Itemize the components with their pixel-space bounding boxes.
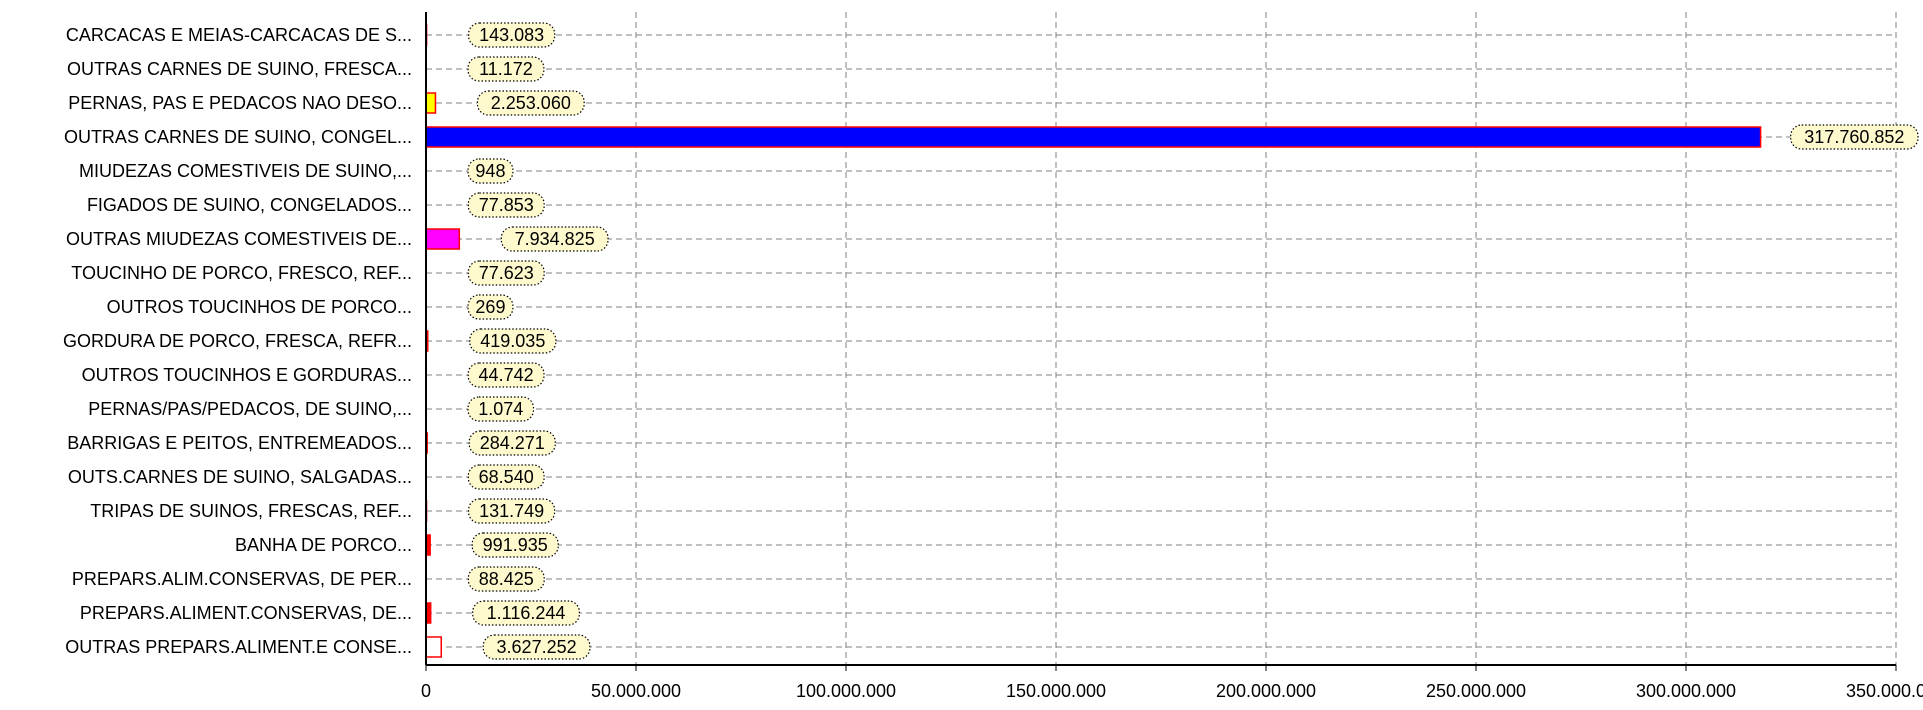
- category-labels: CARCACAS E MEIAS-CARCACAS DE S... OUTRAS …: [63, 25, 412, 657]
- data-label: 143.083: [479, 25, 544, 45]
- data-label: 7.934.825: [515, 229, 595, 249]
- data-label-box: [500, 226, 609, 252]
- data-label-box: [471, 532, 559, 558]
- data-label-box: [467, 192, 545, 218]
- data-label: 419.035: [480, 331, 545, 351]
- data-label: 1.074: [478, 399, 523, 419]
- category-label: PREPARS.ALIMENT.CONSERVAS, DE...: [80, 603, 412, 623]
- data-labels: 143.083 11.172 2.253.060 317.760.852 948 77.8…: [467, 22, 1919, 660]
- x-tick-label: 0: [421, 681, 431, 701]
- category-label: PERNAS/PAS/PEDACOS, DE SUINO,...: [88, 399, 412, 419]
- data-label-box: [467, 294, 514, 320]
- data-label-box: [467, 566, 545, 592]
- bar: [425, 636, 442, 658]
- data-label-box: [467, 362, 545, 388]
- category-label: OUTRAS CARNES DE SUINO, FRESCA...: [67, 59, 412, 79]
- data-label-box: [482, 634, 591, 660]
- category-label: BANHA DE PORCO...: [235, 535, 412, 555]
- bar: [425, 126, 1762, 148]
- data-label-box: [467, 260, 545, 286]
- data-label-box: [467, 158, 514, 184]
- data-label: 77.623: [479, 263, 534, 283]
- x-tick-label: 200.000.000: [1216, 681, 1316, 701]
- data-label: 77.853: [479, 195, 534, 215]
- data-label-box: [467, 464, 545, 490]
- data-label-box: [476, 90, 585, 116]
- x-tick-label: 300.000.000: [1636, 681, 1736, 701]
- category-label: CARCACAS E MEIAS-CARCACAS DE S...: [66, 25, 412, 45]
- data-label: 317.760.852: [1804, 127, 1904, 147]
- category-label: TRIPAS DE SUINOS, FRESCAS, REF...: [90, 501, 412, 521]
- data-label: 284.271: [480, 433, 545, 453]
- data-label-box: [467, 396, 535, 422]
- axes: [425, 12, 1896, 666]
- category-label: OUTROS TOUCINHOS DE PORCO...: [107, 297, 412, 317]
- data-label-box: [467, 498, 556, 524]
- data-label: 269: [475, 297, 505, 317]
- x-tick-label: 250.000.000: [1426, 681, 1526, 701]
- data-label: 131.749: [479, 501, 544, 521]
- data-label: 44.742: [479, 365, 534, 385]
- data-label: 2.253.060: [491, 93, 571, 113]
- x-tick-labels: 0 50.000.000 100.000.000 150.000.000 200.000…: [421, 681, 1923, 701]
- data-label: 11.172: [479, 59, 533, 79]
- data-label: 991.935: [483, 535, 548, 555]
- category-label: OUTS.CARNES DE SUINO, SALGADAS...: [68, 467, 412, 487]
- data-label: 1.116.244: [487, 603, 566, 623]
- data-label: 3.627.252: [497, 637, 577, 657]
- data-label-box: [468, 22, 556, 48]
- data-label: 88.425: [479, 569, 534, 589]
- grid-lines: [425, 12, 1897, 671]
- data-label-box: [1790, 124, 1919, 150]
- category-label: FIGADOS DE SUINO, CONGELADOS...: [87, 195, 412, 215]
- category-label: PERNAS, PAS E PEDACOS NAO DESO...: [68, 93, 412, 113]
- x-tick-label: 150.000.000: [1006, 681, 1106, 701]
- category-label: BARRIGAS E PEITOS, ENTREMEADOS...: [67, 433, 412, 453]
- category-label: GORDURA DE PORCO, FRESCA, REFR...: [63, 331, 412, 351]
- category-label: OUTRAS PREPARS.ALIMENT.E CONSE...: [65, 637, 412, 657]
- data-label: 68.540: [479, 467, 534, 487]
- data-label: 948: [475, 161, 505, 181]
- bar: [425, 228, 461, 250]
- category-label: MIUDEZAS COMESTIVEIS DE SUINO,...: [79, 161, 412, 181]
- category-label: PREPARS.ALIM.CONSERVAS, DE PER...: [72, 569, 412, 589]
- data-label-box: [468, 430, 556, 456]
- x-tick-label: 50.000.000: [591, 681, 681, 701]
- x-tick-label: 100.000.000: [796, 681, 896, 701]
- category-label: TOUCINHO DE PORCO, FRESCO, REF...: [71, 263, 412, 283]
- data-label-box: [472, 600, 580, 626]
- data-label-box: [469, 328, 557, 354]
- bar: [425, 92, 437, 114]
- category-label: OUTROS TOUCINHOS E GORDURAS...: [82, 365, 412, 385]
- category-label: OUTRAS CARNES DE SUINO, CONGEL...: [64, 127, 412, 147]
- x-tick-label: 350.000.000: [1846, 681, 1923, 701]
- data-label-box: [467, 56, 545, 82]
- category-label: OUTRAS MIUDEZAS COMESTIVEIS DE...: [66, 229, 412, 249]
